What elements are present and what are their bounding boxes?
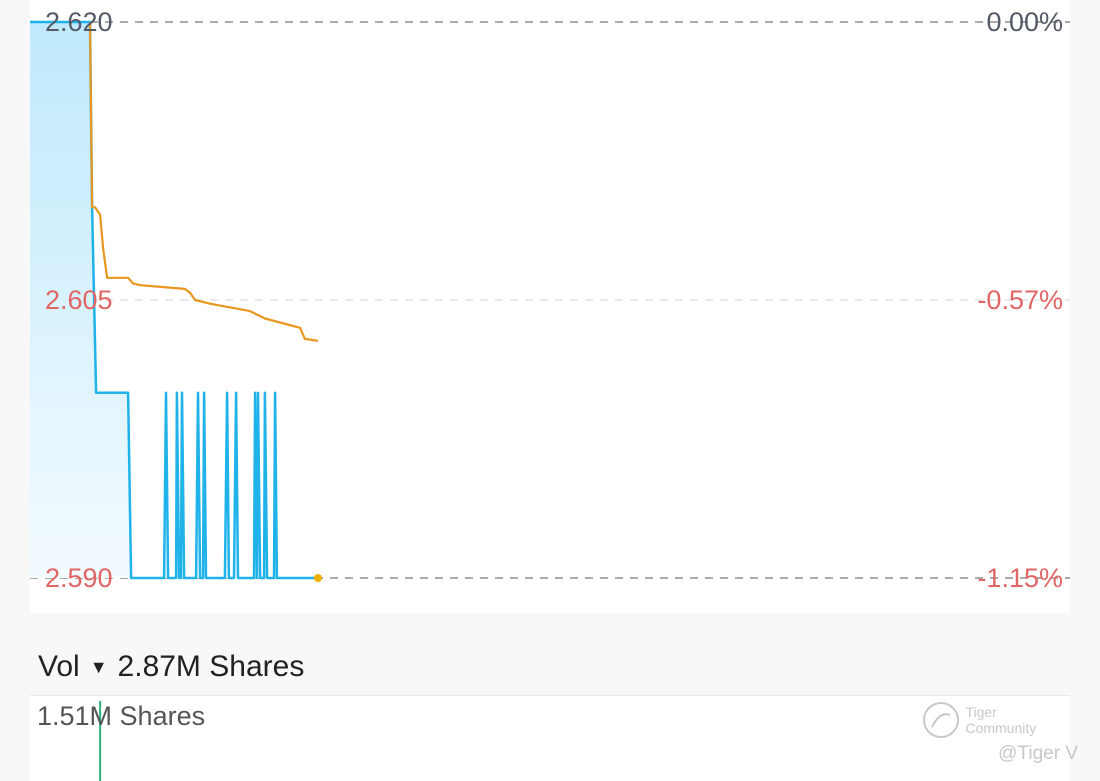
watermark: Tiger Community (922, 701, 1070, 739)
y-tick-label-right: 0.00% (986, 7, 1063, 37)
volume-max-label: 1.51M Shares (37, 701, 206, 731)
volume-chart-svg (99, 701, 102, 781)
tiger-logo-icon (923, 702, 959, 738)
price-area-fill (30, 22, 318, 578)
last-price-dot (314, 574, 322, 582)
watermark-brand: Tiger Community (965, 704, 1037, 736)
price-line (30, 20, 318, 580)
volume-header[interactable]: Vol ▼ 2.87M Shares (38, 650, 304, 684)
price-chart[interactable]: 2.620 2.605 2.590 0.00% -0.57% -1.15% (30, 0, 1070, 613)
dropdown-triangle-icon[interactable]: ▼ (89, 656, 108, 677)
y-tick-label-left: 2.605 (45, 285, 113, 315)
y-tick-label-right: -0.57% (977, 285, 1063, 315)
volume-total: 2.87M Shares (117, 650, 305, 683)
watermark-user: @Tiger V (998, 743, 1078, 764)
volume-chart[interactable]: 1.51M Shares Tiger Community @Tiger V (30, 695, 1078, 781)
average-price-line (88, 21, 319, 342)
y-tick-label-left: 2.590 (45, 563, 113, 593)
y-tick-label-right: -1.15% (977, 563, 1063, 593)
volume-label: Vol (38, 650, 80, 683)
y-tick-label-left: 2.620 (45, 7, 113, 37)
price-chart-svg (30, 20, 1070, 582)
